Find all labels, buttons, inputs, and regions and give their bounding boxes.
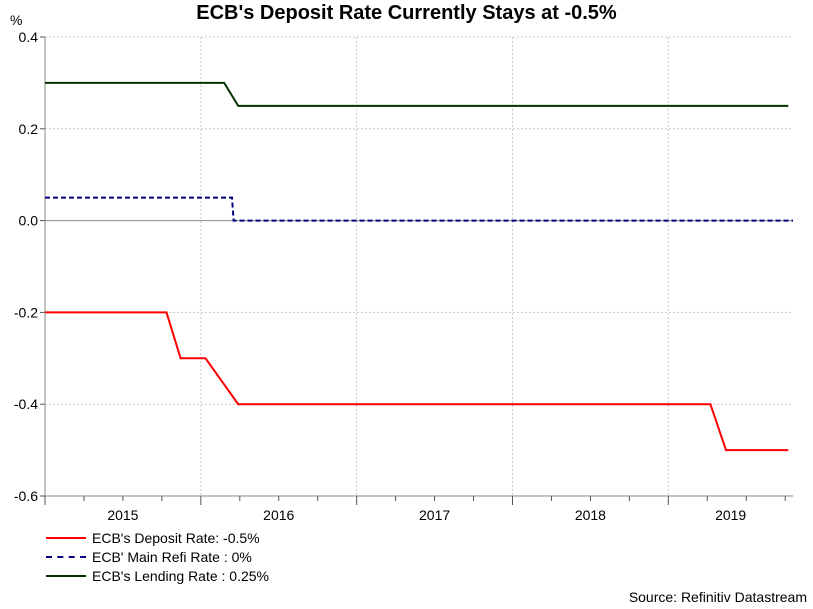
legend-item-deposit-rate: ECB's Deposit Rate: -0.5% — [46, 528, 269, 547]
legend-label-main-refi-rate: ECB' Main Refi Rate : 0% — [92, 548, 252, 565]
x-tick-label: 2017 — [419, 507, 450, 523]
series-lending-rate — [45, 81, 789, 107]
x-tick-label: 2015 — [107, 507, 138, 523]
legend: ECB's Deposit Rate: -0.5% ECB' Main Refi… — [46, 528, 269, 585]
legend-item-main-refi-rate: ECB' Main Refi Rate : 0% — [46, 547, 269, 566]
source-note: Source: Refinitiv Datastream — [628, 589, 807, 605]
y-tick-label: -0.4 — [14, 396, 38, 412]
y-tick-label: 0.4 — [19, 29, 39, 45]
x-tick-label: 2019 — [715, 507, 746, 523]
legend-swatch-deposit-rate — [46, 536, 86, 539]
legend-swatch-lending-rate — [46, 574, 86, 577]
x-tick-label: 2018 — [575, 507, 606, 523]
series-deposit-rate — [45, 311, 789, 452]
y-tick-label: -0.2 — [14, 304, 38, 320]
legend-item-lending-rate: ECB's Lending Rate : 0.25% — [46, 566, 269, 585]
x-tick-label: 2016 — [263, 507, 294, 523]
y-tick-label: 0.2 — [19, 121, 39, 137]
legend-label-lending-rate: ECB's Lending Rate : 0.25% — [92, 567, 270, 584]
legend-swatch-main-refi-rate — [46, 555, 86, 558]
series-main-refi-rate — [45, 196, 793, 222]
chart-title: ECB's Deposit Rate Currently Stays at -0… — [196, 2, 617, 24]
y-tick-label: 0.0 — [19, 213, 39, 229]
y-axis-unit: % — [10, 12, 23, 28]
legend-label-deposit-rate: ECB's Deposit Rate: -0.5% — [92, 529, 260, 546]
y-tick-label: -0.6 — [14, 488, 38, 504]
